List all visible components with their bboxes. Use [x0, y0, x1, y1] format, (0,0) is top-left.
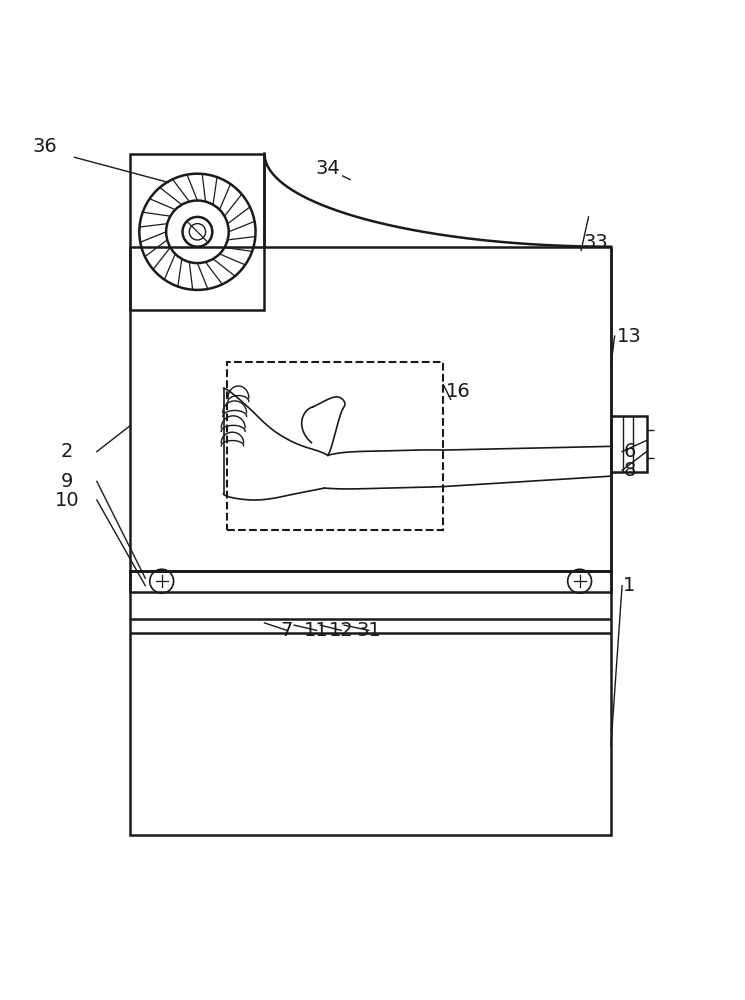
- Text: 8: 8: [624, 461, 635, 480]
- Text: 11: 11: [304, 621, 329, 640]
- Text: 13: 13: [617, 327, 642, 346]
- Text: 9: 9: [61, 472, 73, 491]
- Text: 16: 16: [446, 382, 471, 401]
- Bar: [130, 571, 611, 592]
- Text: 33: 33: [583, 233, 609, 252]
- Text: 2: 2: [61, 442, 73, 461]
- Text: 7: 7: [281, 621, 293, 640]
- Text: 12: 12: [329, 621, 354, 640]
- Text: 31: 31: [356, 621, 381, 640]
- Bar: [227, 362, 443, 530]
- Text: 10: 10: [54, 490, 80, 510]
- Bar: [130, 154, 264, 310]
- Text: 34: 34: [315, 159, 340, 178]
- Bar: [611, 416, 647, 472]
- Bar: [130, 571, 611, 835]
- Text: 36: 36: [32, 137, 57, 156]
- Text: 6: 6: [624, 442, 635, 461]
- Bar: [130, 247, 611, 571]
- Text: 1: 1: [624, 576, 635, 595]
